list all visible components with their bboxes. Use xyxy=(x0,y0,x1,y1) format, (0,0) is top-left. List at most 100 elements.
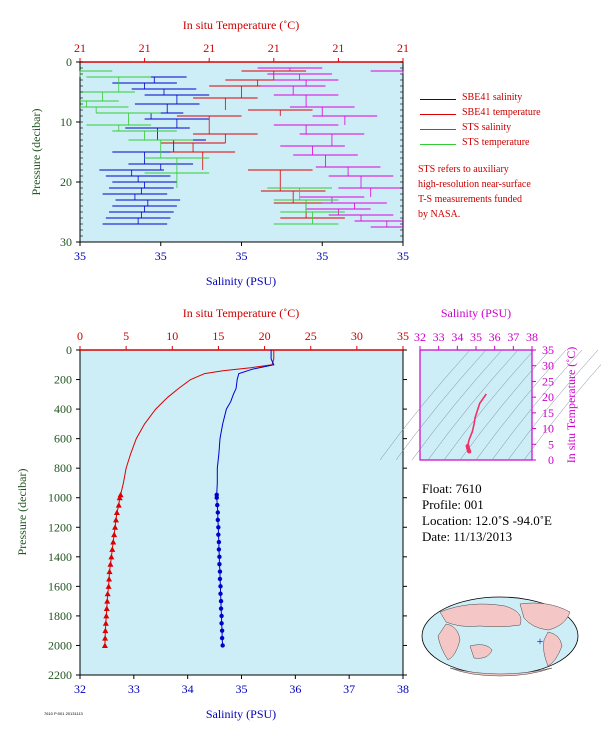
ts-salinity-tick-label: 32 xyxy=(414,330,426,344)
top-salinity-axis-title: Salinity (PSU) xyxy=(206,274,276,288)
ts-temperature-tick-label: 20 xyxy=(542,390,554,404)
main-traces xyxy=(101,350,275,648)
main-point-triangle xyxy=(106,568,113,575)
map-land-south-america xyxy=(543,631,563,667)
density-contours xyxy=(379,349,601,461)
top-traces xyxy=(79,67,404,228)
main-point-circle xyxy=(217,576,223,582)
top-temperature-tick-label: 21 xyxy=(397,41,409,55)
legend-label: SBE41 salinity xyxy=(462,92,523,103)
top-pressure-tick-label: 10 xyxy=(60,115,72,129)
ts-salinity-tick-label: 34 xyxy=(451,330,463,344)
main-point-triangle xyxy=(111,531,118,538)
legend-label: STS temperature xyxy=(462,137,530,148)
main-salinity-tick-label: 33 xyxy=(128,682,140,696)
main-temperature-tick-label: 20 xyxy=(259,329,271,343)
main-point-triangle xyxy=(102,627,109,634)
top-salinity-tick-label: 35 xyxy=(155,249,167,263)
ts-temperature-tick-label: 0 xyxy=(548,453,554,467)
ts-temperature-tick-label: 35 xyxy=(542,343,554,357)
top-pressure-ticks: 0 10 20 30 xyxy=(60,55,403,249)
ts-traces xyxy=(465,393,487,454)
map-land-africa xyxy=(437,623,461,661)
main-pressure-axis-title: Pressure (decibar) xyxy=(15,469,29,556)
ts-temperature-tick-label: 25 xyxy=(542,374,554,388)
main-pressure-tick-label: 800 xyxy=(54,461,72,475)
ts-plot-area xyxy=(419,349,533,461)
main-point-triangle xyxy=(102,620,109,626)
map-land-eurasia xyxy=(439,603,522,628)
sts-note-line: T-S measurements funded xyxy=(418,194,523,205)
top-temperature-axis-title: In situ Temperature (˚C) xyxy=(183,18,300,32)
ts-salinity-tick-label: 33 xyxy=(433,330,445,344)
main-temperature-tick-label: 10 xyxy=(166,329,178,343)
legend-swatch-sts-salinity xyxy=(420,129,456,130)
main-point-circle xyxy=(215,510,221,515)
main-point-triangle xyxy=(106,575,113,582)
main-temperature-ticks: 0 5 10 15 20 25 30 35 xyxy=(77,329,409,350)
main-series-line xyxy=(216,494,224,646)
main-point-circle xyxy=(215,517,221,523)
top-salinity-tick-label: 35 xyxy=(397,249,409,263)
sts-note-line: by NASA. xyxy=(418,209,461,220)
ts-temperature-tick-label: 30 xyxy=(542,359,554,373)
main-point-triangle xyxy=(103,612,110,619)
ts-chart: Salinity (PSU) 32 33 34 35 36 37 38 0 510 15 20 25… xyxy=(379,306,601,467)
main-point-circle xyxy=(216,532,221,537)
main-series-temperature-bottle-resolution- xyxy=(101,491,124,648)
top-temperature-ticks: 21 21 21 21 21 21 xyxy=(74,41,409,62)
main-pressure-tick-label: 200 xyxy=(54,373,72,387)
main-point-triangle xyxy=(102,635,109,641)
main-point-circle xyxy=(216,539,222,545)
map-land-north-america xyxy=(519,602,571,631)
main-series-salinity-bottle-resolution- xyxy=(214,492,225,648)
top-series-sts-salinity xyxy=(257,67,404,228)
main-point-triangle xyxy=(107,561,114,567)
main-temperature-tick-label: 0 xyxy=(77,329,83,343)
main-salinity-tick-label: 35 xyxy=(236,682,248,696)
main-point-circle xyxy=(219,613,224,619)
main-pressure-tick-label: 1400 xyxy=(48,550,72,564)
top-pressure-tick-label: 30 xyxy=(60,235,72,249)
world-map: + xyxy=(421,596,579,677)
main-point-triangle xyxy=(103,605,110,612)
main-point-triangle xyxy=(112,516,119,523)
ts-point xyxy=(467,449,472,454)
legend: SBE41 salinity SBE41 temperature STS sal… xyxy=(420,92,600,152)
float-id: Float: 7610 xyxy=(422,481,482,496)
main-point-triangle xyxy=(104,590,111,597)
ts-temperature-axis-title: In situ Temperature (˚C) xyxy=(564,347,578,464)
ts-temperature-tick-label: 10 xyxy=(542,422,554,436)
top-temperature-tick-label: 21 xyxy=(74,41,86,55)
map-land-australia xyxy=(469,644,493,659)
main-point-circle xyxy=(217,562,222,567)
density-contour xyxy=(411,349,503,461)
main-point-circle xyxy=(218,598,224,604)
main-temperature-tick-label: 15 xyxy=(212,329,224,343)
density-contour xyxy=(443,349,535,461)
main-pressure-tick-label: 1800 xyxy=(48,609,72,623)
sts-note-line: STS refers to auxiliary xyxy=(418,164,509,175)
main-point-triangle xyxy=(108,553,115,560)
legend-label: STS salinity xyxy=(462,122,512,133)
top-temperature-tick-label: 21 xyxy=(203,41,215,55)
top-temperature-tick-label: 21 xyxy=(268,41,280,55)
ts-salinity-axis-title: Salinity (PSU) xyxy=(441,306,511,320)
main-series-temperature xyxy=(120,350,275,495)
float-location: Location: 12.0˚S -94.0˚E xyxy=(422,513,552,528)
sts-note: STS refers to auxiliary high-resolution … xyxy=(418,162,598,222)
main-pressure-tick-label: 0 xyxy=(66,343,72,357)
main-temperature-tick-label: 30 xyxy=(351,329,363,343)
ts-temperature-tick-label: 5 xyxy=(548,437,554,451)
main-point-circle xyxy=(220,643,225,648)
main-pressure-tick-label: 400 xyxy=(54,402,72,416)
ts-salinity-tick-label: 35 xyxy=(470,330,482,344)
main-temperature-tick-label: 35 xyxy=(397,329,409,343)
legend-swatch-sts-temperature xyxy=(420,144,456,145)
main-point-circle xyxy=(215,502,220,508)
ts-temperature-tick-label: 15 xyxy=(542,406,554,420)
density-contour xyxy=(507,349,599,461)
top-salinity-tick-label: 35 xyxy=(316,249,328,263)
main-point-triangle xyxy=(113,509,120,515)
main-chart: In situ Temperature (˚C) 0 5 10 15 20 25 30 35 … xyxy=(15,306,409,721)
